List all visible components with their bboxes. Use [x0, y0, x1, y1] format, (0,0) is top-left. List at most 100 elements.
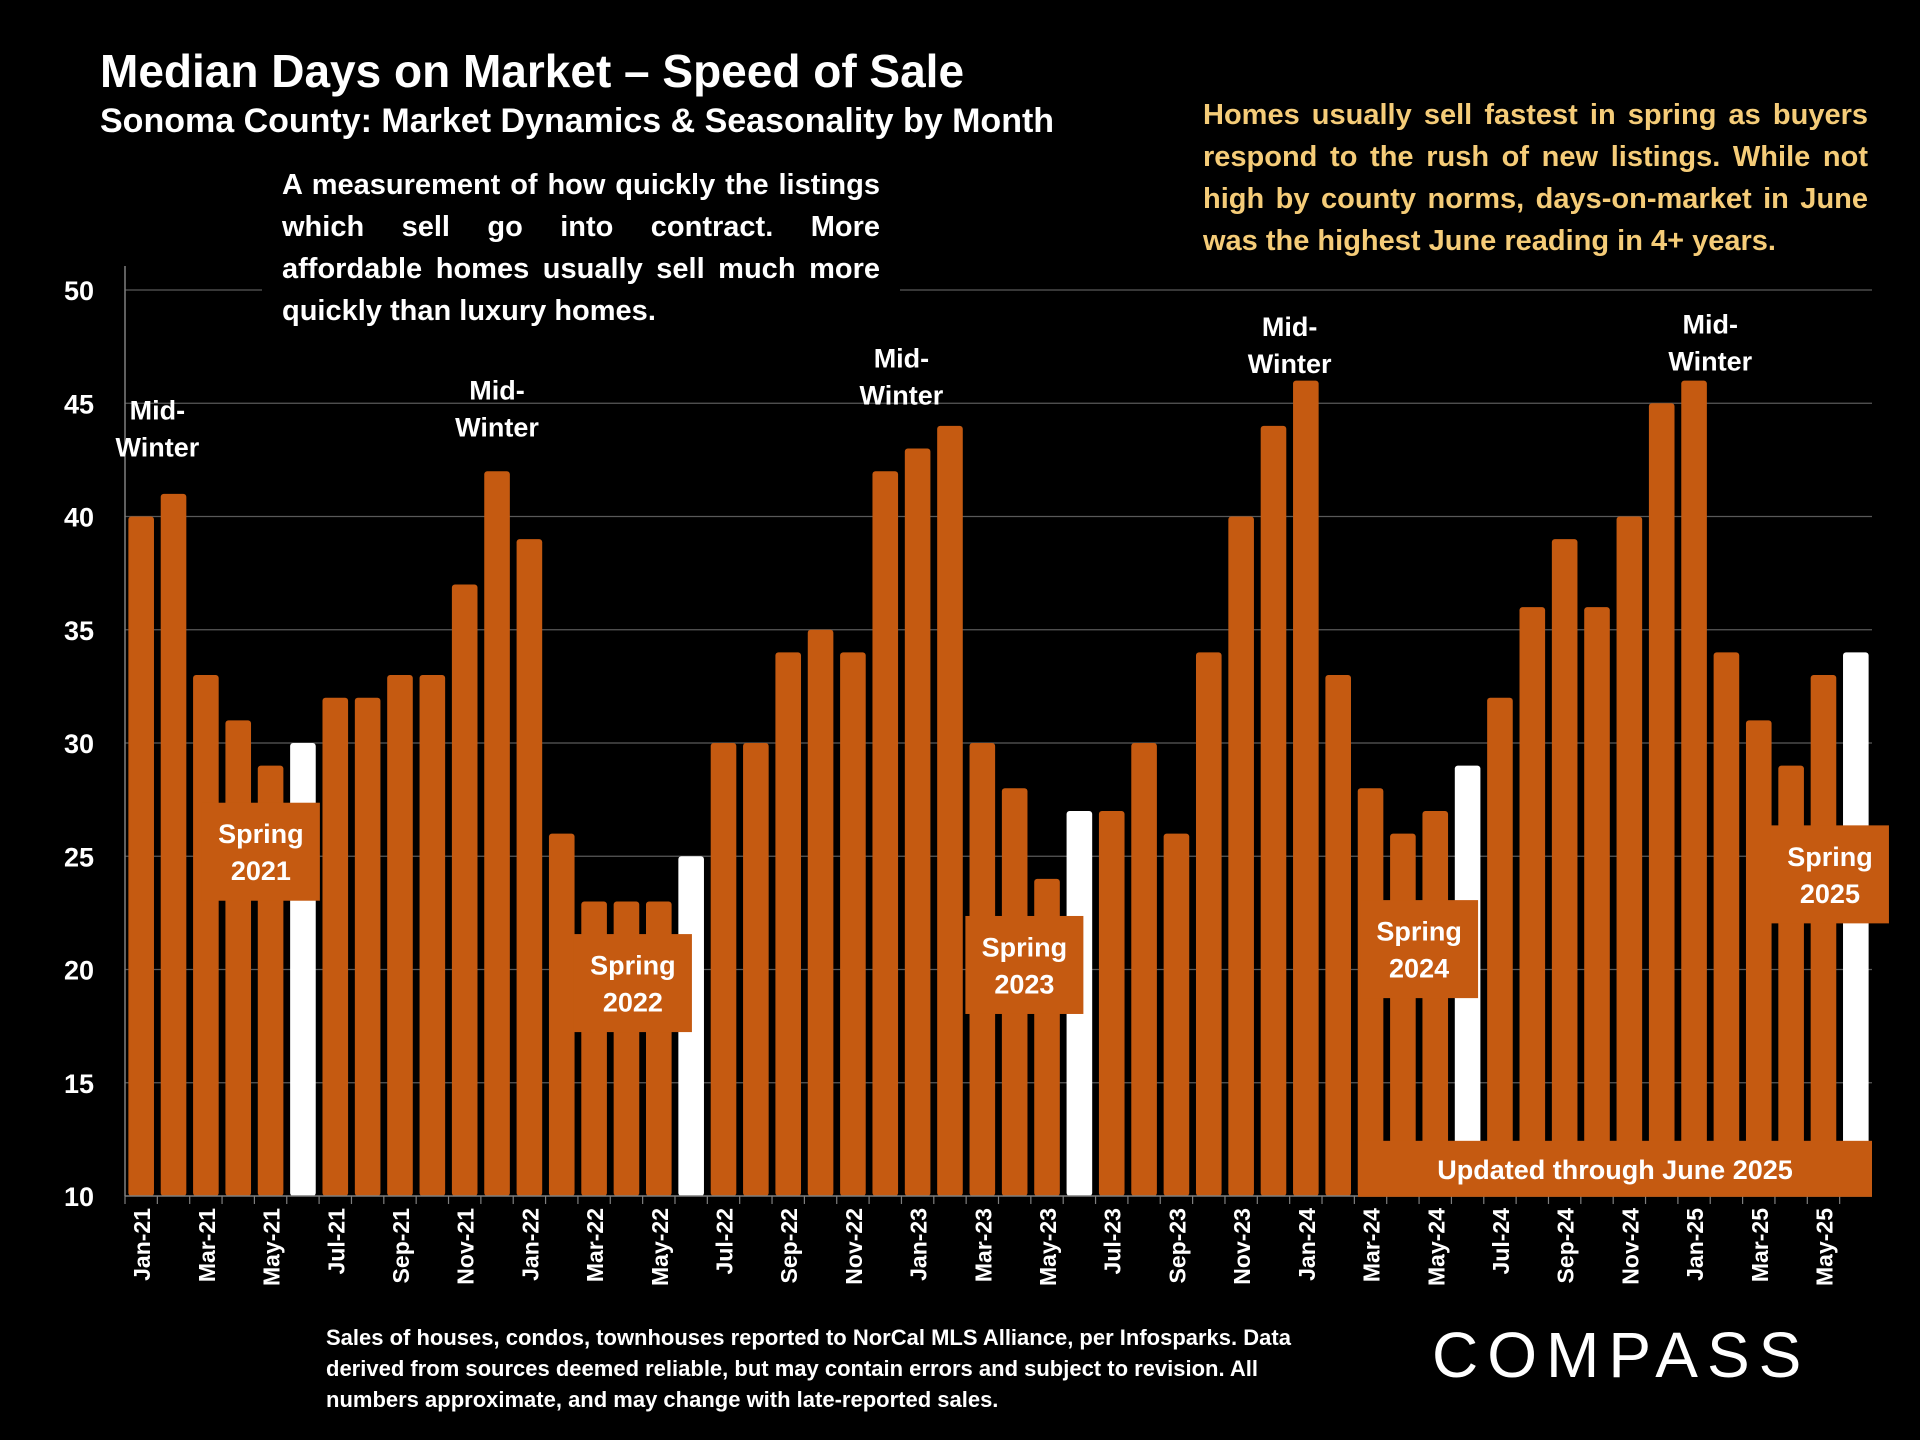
x-tick-label: Mar-22: [582, 1208, 608, 1282]
bar-nov-21: [451, 584, 478, 1196]
spring-label: 2025: [1800, 879, 1860, 909]
spring-label-box: [201, 802, 320, 901]
x-tick-label: Nov-21: [453, 1208, 479, 1285]
bar-jul-22: [710, 743, 737, 1196]
updated-banner-box: [1358, 1140, 1872, 1197]
y-tick-label: 35: [64, 616, 94, 646]
x-tick-label: Jan-25: [1682, 1208, 1708, 1281]
mid-winter-label: Mid-: [469, 375, 524, 405]
spring-label-box: [1770, 825, 1889, 924]
bar-dec-23: [1260, 425, 1287, 1196]
gridlines: [125, 289, 1872, 1084]
bar-chart: 10 15 2025 30 35 40 45 50 Jan-21 Mar-21 May-21 Jul-…: [64, 266, 1889, 1286]
bar-mar-25: [1745, 720, 1772, 1196]
mid-winter-label: Winter: [1248, 349, 1332, 379]
y-tick-label: 15: [64, 1069, 94, 1099]
mid-winter-label: Mid-: [874, 344, 929, 374]
y-tick-label: 50: [64, 276, 94, 306]
updated-banner: Updated through June 2025: [1437, 1155, 1793, 1185]
x-tick-label: Sep-21: [388, 1208, 414, 1284]
bar-nov-24: [1616, 516, 1643, 1196]
x-tick-label: Mar-21: [194, 1208, 220, 1282]
spring-label-box: [1360, 900, 1479, 999]
x-tick-label: Mar-23: [970, 1208, 996, 1282]
source-footnote: Sales of houses, condos, townhouses repo…: [326, 1325, 1291, 1412]
x-tick-label: May-21: [259, 1208, 285, 1286]
y-tick-label: 10: [64, 1182, 94, 1212]
spring-label: 2023: [994, 969, 1054, 999]
chart-description: A measurement of how quickly the listing…: [262, 160, 900, 340]
spring-label: Spring: [982, 932, 1068, 962]
bar-jul-23: [1098, 810, 1125, 1196]
bar-aug-22: [743, 743, 769, 1196]
bar-apr-21: [225, 720, 252, 1196]
spring-label: 2021: [231, 856, 291, 886]
bar-jan-23: [904, 448, 931, 1196]
bar-may-25: [1810, 675, 1837, 1196]
bar-sep-24: [1551, 539, 1578, 1196]
spring-label-box: [573, 934, 692, 1033]
bar-nov-22: [840, 652, 866, 1196]
spring-label: Spring: [1376, 917, 1462, 947]
spring-label: Spring: [218, 819, 304, 849]
spring-label-box: [965, 915, 1084, 1014]
bar-oct-21: [419, 675, 446, 1196]
x-tick-label: Jan-22: [517, 1208, 543, 1281]
bar-feb-25: [1713, 652, 1740, 1196]
bar-jan-22: [516, 539, 543, 1196]
bar-feb-21: [160, 493, 187, 1197]
bar-jan-25: [1681, 380, 1707, 1197]
x-tick-label: Jul-23: [1100, 1208, 1126, 1274]
bar-dec-24: [1648, 403, 1675, 1196]
bar-oct-24: [1584, 607, 1610, 1196]
x-tick-label: Jan-23: [906, 1208, 932, 1281]
x-tick-label: May-24: [1423, 1208, 1449, 1286]
x-tick-label: May-23: [1035, 1208, 1061, 1286]
mid-winter-label: Winter: [115, 433, 199, 463]
mid-winter-label: Winter: [860, 381, 944, 411]
mid-winter-label: Mid-: [1682, 310, 1737, 340]
compass-logo: COMPASS: [1432, 1319, 1811, 1391]
chart-title: Median Days on Market – Speed of Sale: [100, 45, 965, 97]
x-tick-label: Nov-22: [841, 1208, 867, 1285]
bar-dec-22: [872, 471, 899, 1196]
spring-label: Spring: [590, 951, 676, 981]
bar-oct-22: [807, 629, 834, 1196]
x-tick-label: Nov-24: [1617, 1208, 1643, 1285]
mid-winter-label: Mid-: [130, 396, 185, 426]
bar-feb-23: [937, 425, 963, 1196]
y-tick-label: 25: [64, 842, 94, 872]
callout-note: Homes usually sell fastest in spring as …: [1203, 99, 1868, 257]
x-tick-label: May-25: [1811, 1208, 1837, 1286]
spring-label: Spring: [1787, 842, 1873, 872]
bars: [128, 380, 1869, 1197]
bar-aug-23: [1131, 743, 1157, 1196]
x-tick-label: Mar-24: [1359, 1208, 1385, 1282]
spring-label: 2022: [603, 988, 663, 1018]
bar-aug-24: [1519, 607, 1546, 1196]
x-tick-label: Sep-24: [1553, 1208, 1579, 1284]
x-tick-label: Jan-21: [129, 1208, 155, 1281]
x-tick-label: Mar-25: [1747, 1208, 1773, 1282]
y-tick-label: 40: [64, 503, 94, 533]
spring-label: 2024: [1389, 954, 1449, 984]
bar-may-24: [1422, 810, 1449, 1196]
bar-dec-21: [484, 471, 510, 1196]
x-tick-label: Sep-23: [1164, 1208, 1190, 1283]
y-tick-label: 45: [64, 389, 94, 419]
chart-subtitle: Sonoma County: Market Dynamics & Seasona…: [100, 102, 1055, 140]
bar-jul-21: [322, 697, 349, 1196]
mid-winter-label: Mid-: [1262, 312, 1317, 342]
mid-winter-label: Winter: [455, 412, 539, 442]
bar-jan-21: [128, 516, 154, 1196]
bar-mar-21: [193, 675, 219, 1196]
bar-sep-23: [1163, 833, 1190, 1196]
mid-winter-label: Winter: [1668, 347, 1752, 377]
bar-jul-24: [1487, 697, 1513, 1196]
x-tick-label: Jul-24: [1488, 1208, 1514, 1275]
bar-feb-22: [548, 833, 575, 1196]
bar-jan-24: [1293, 380, 1319, 1197]
x-tick-label: Nov-23: [1229, 1208, 1255, 1285]
axes: 10 15 2025 30 35 40 45 50 Jan-21 Mar-21 May-21 Jul-…: [64, 266, 1872, 1286]
y-tick-label: 30: [64, 729, 94, 759]
